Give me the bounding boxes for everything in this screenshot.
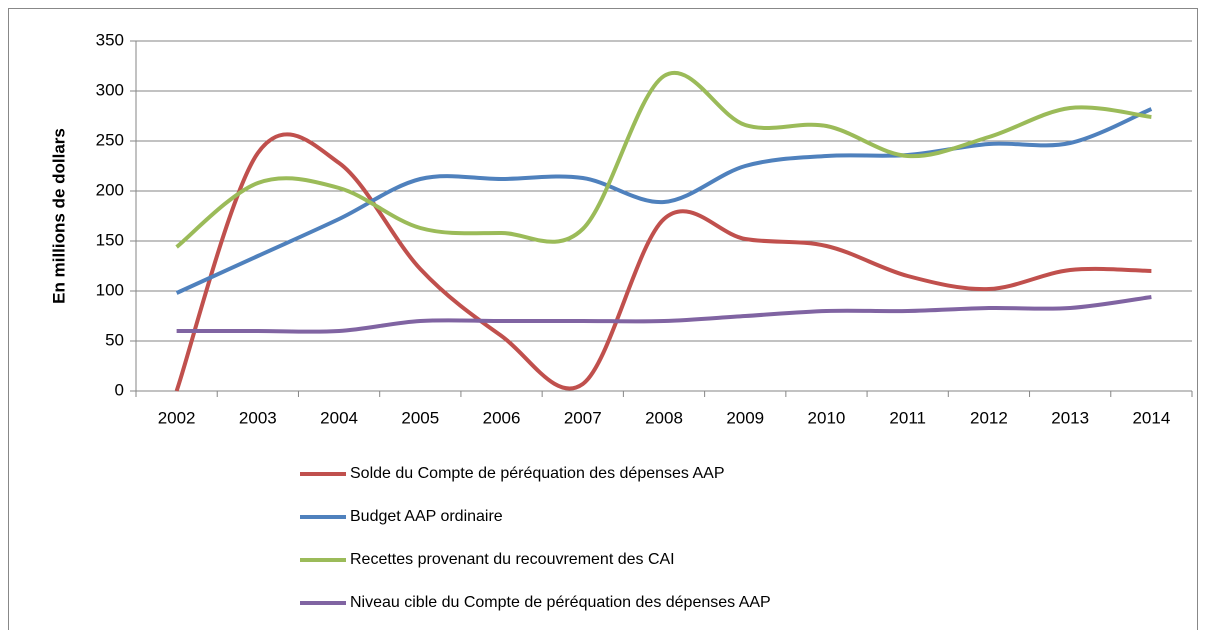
legend-label: Solde du Compte de péréquation des dépen…	[350, 465, 725, 482]
series-line	[174, 132, 1152, 392]
legend-label: Recettes provenant du recouvrement des C…	[350, 551, 675, 568]
x-tick-label: 2010	[808, 408, 846, 427]
y-tick-label: 250	[96, 130, 124, 149]
x-tick-label: 2009	[726, 408, 764, 427]
x-tick-label: 2008	[645, 408, 683, 427]
series-line	[175, 71, 1152, 249]
y-tick-label: 350	[96, 30, 124, 49]
x-tick-label: 2012	[970, 408, 1008, 427]
series-line	[175, 107, 1153, 295]
y-axis-label: En millions de dollars	[49, 128, 68, 304]
y-tick-label: 150	[96, 230, 124, 249]
chart-frame	[8, 8, 1198, 630]
x-tick-label: 2005	[401, 408, 439, 427]
legend-label: Budget AAP ordinaire	[350, 508, 503, 525]
x-tick-label: 2007	[564, 408, 602, 427]
x-tick-label: 2011	[889, 408, 926, 427]
x-tick-label: 2002	[158, 408, 196, 427]
x-tick-label: 2003	[239, 408, 277, 427]
y-tick-label: 200	[96, 180, 124, 199]
y-tick-label: 100	[96, 280, 124, 299]
legend-label: Niveau cible du Compte de péréquation de…	[350, 594, 771, 611]
y-tick-label: 300	[96, 80, 124, 99]
x-tick-label: 2006	[483, 408, 521, 427]
y-tick-label: 50	[105, 330, 124, 349]
x-tick-label: 2004	[320, 408, 358, 427]
y-tick-label: 0	[115, 380, 124, 399]
x-tick-label: 2013	[1051, 408, 1089, 427]
series-line	[176, 295, 1152, 334]
x-tick-label: 2014	[1132, 408, 1170, 427]
